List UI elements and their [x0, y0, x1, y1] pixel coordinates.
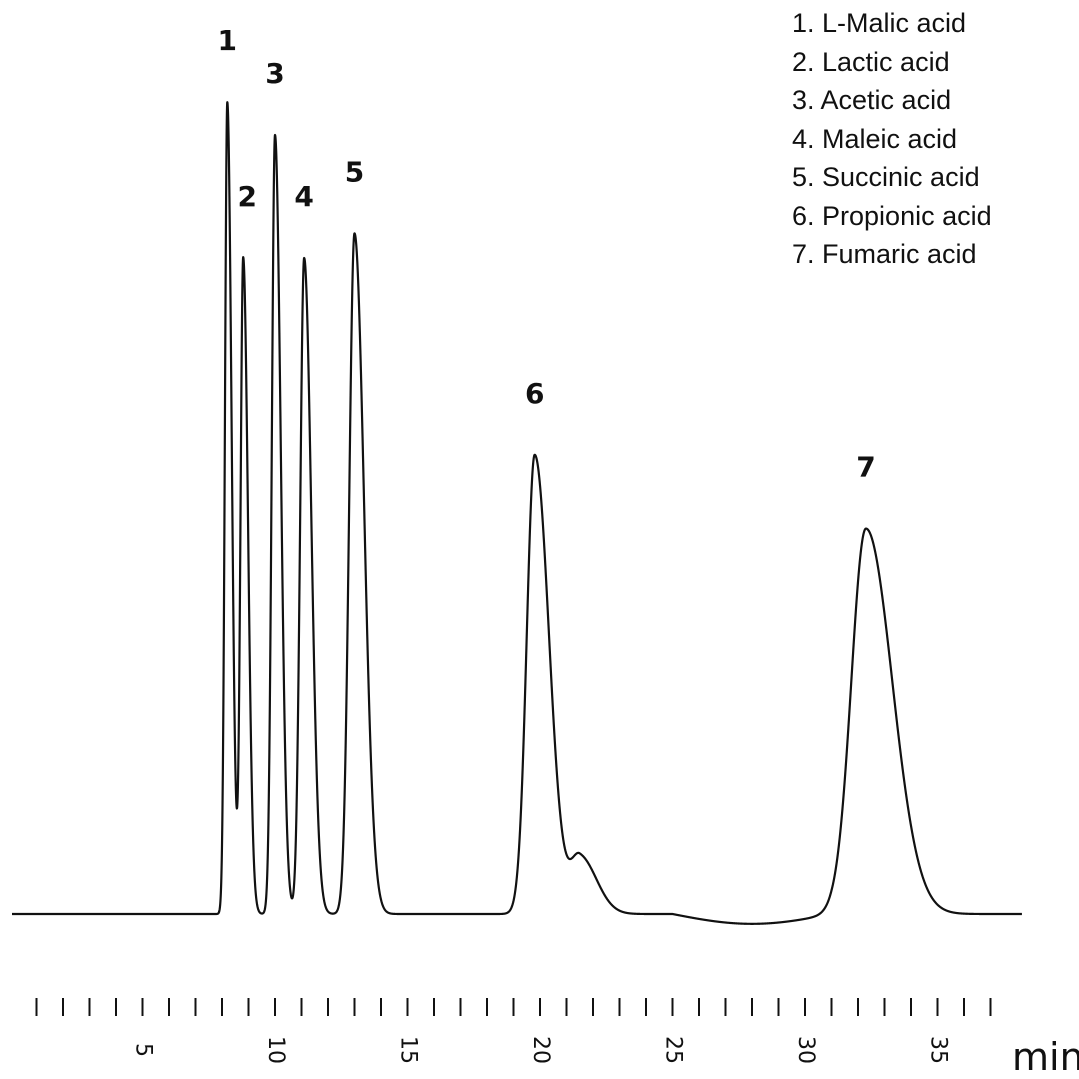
- x-axis-label: min: [1012, 1035, 1079, 1079]
- legend-item: 2. Lactic acid: [792, 46, 950, 77]
- legend-item: 5. Succinic acid: [792, 162, 980, 192]
- peak-labels: 1 2 3 45 6 7: [218, 24, 876, 483]
- tick-label: 5: [131, 1043, 156, 1057]
- tick-label: 15: [396, 1036, 421, 1064]
- tick-label: 25: [661, 1036, 686, 1064]
- trace-layer: [11, 101, 1023, 925]
- legend-item: 7. Fumaric acid: [792, 239, 977, 269]
- tick-label: 10: [263, 1036, 288, 1064]
- peak-label: 4: [294, 180, 313, 213]
- tick-label: 30: [793, 1036, 818, 1064]
- time-axis: 5 10 15 20 25 30 35 min: [35, 998, 1079, 1079]
- legend: 1. L-Malic acid 2. Lactic acid 3. Acetic…: [792, 4, 992, 274]
- chromatogram-trace: [11, 101, 1023, 925]
- legend-item: 4. Maleic acid: [792, 123, 958, 154]
- legend-item: 3. Acetic acid: [792, 85, 952, 115]
- peak-label: 5: [345, 155, 364, 188]
- peak-label: 3: [265, 57, 284, 90]
- legend-item: 6. Propionic acid: [792, 200, 992, 231]
- peak-label: 1: [218, 24, 237, 57]
- peak-label: 2: [237, 180, 256, 213]
- legend-item: 1. L-Malic acid: [792, 8, 967, 38]
- peak-label: 6: [525, 377, 544, 410]
- peak-label: 7: [856, 451, 875, 484]
- tick-label: 35: [926, 1036, 951, 1064]
- tick-label: 20: [528, 1036, 553, 1064]
